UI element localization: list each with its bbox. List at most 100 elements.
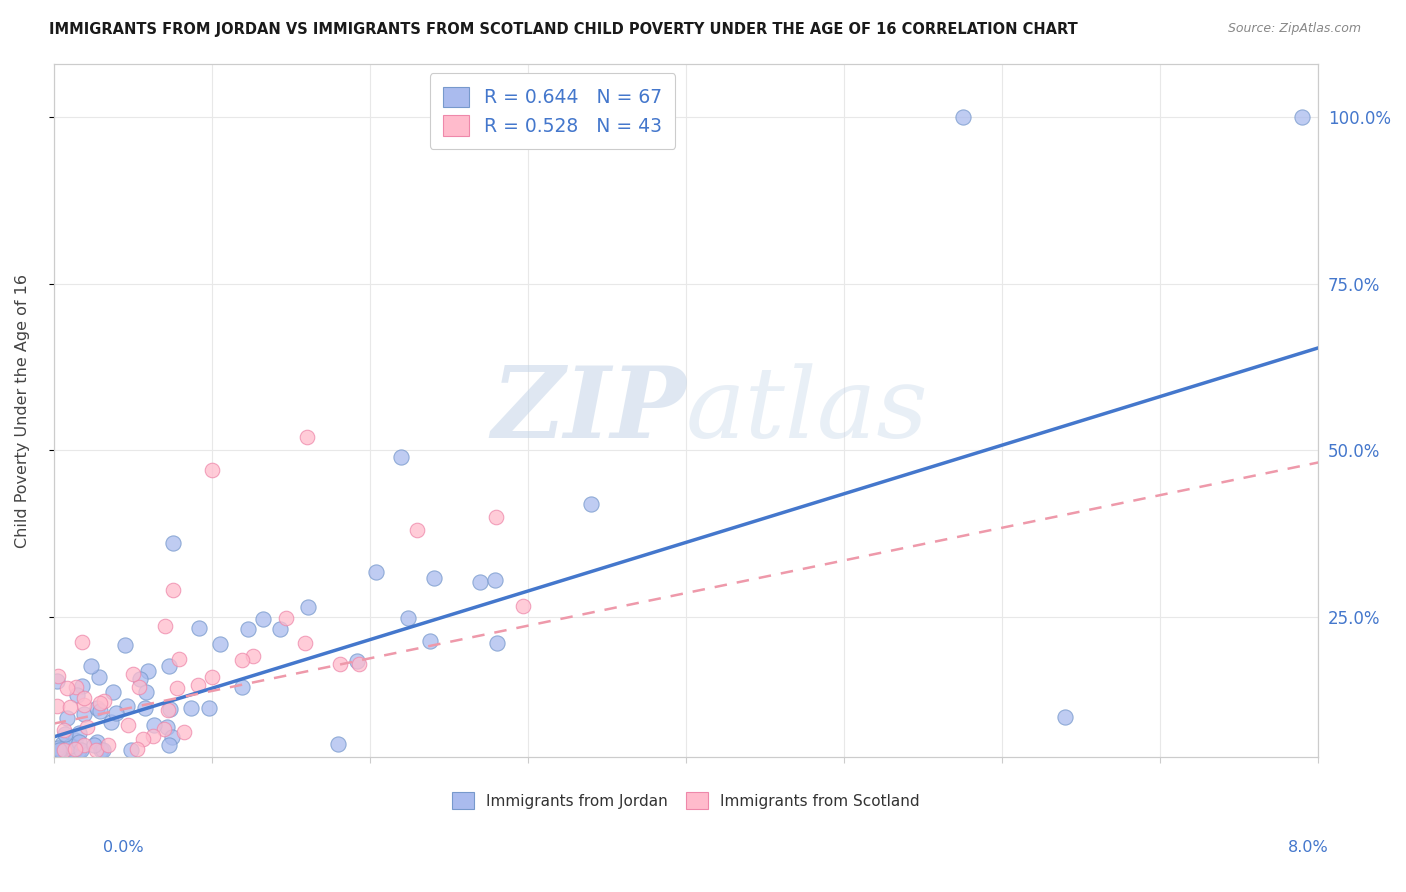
Point <box>153 723 176 737</box>
Point <box>468 575 491 590</box>
Point <box>73 698 96 713</box>
Point <box>72 738 94 752</box>
Point <box>1291 111 1313 125</box>
Point <box>89 670 111 684</box>
Point <box>80 659 103 673</box>
Point <box>53 727 76 741</box>
Point <box>76 720 98 734</box>
Point <box>485 635 508 649</box>
Point <box>160 731 183 745</box>
Point <box>406 524 429 538</box>
Text: ZIP: ZIP <box>491 362 686 458</box>
Text: atlas: atlas <box>686 363 929 458</box>
Point <box>141 729 163 743</box>
Point <box>294 636 316 650</box>
Point <box>297 600 319 615</box>
Point <box>346 654 368 668</box>
Point <box>59 739 82 754</box>
Y-axis label: Child Poverty Under the Age of 16: Child Poverty Under the Age of 16 <box>15 274 30 548</box>
Point <box>51 737 73 751</box>
Point <box>295 430 318 444</box>
Point <box>70 679 93 693</box>
Point <box>157 659 180 673</box>
Point <box>70 743 93 757</box>
Point <box>274 610 297 624</box>
Point <box>93 694 115 708</box>
Point <box>45 699 67 714</box>
Point <box>157 703 180 717</box>
Point <box>328 737 350 751</box>
Point <box>142 717 165 731</box>
Point <box>63 733 86 747</box>
Point <box>187 677 209 691</box>
Point <box>86 700 108 714</box>
Point <box>162 536 184 550</box>
Point <box>156 720 179 734</box>
Point <box>1054 710 1077 724</box>
Text: IMMIGRANTS FROM JORDAN VS IMMIGRANTS FROM SCOTLAND CHILD POVERTY UNDER THE AGE O: IMMIGRANTS FROM JORDAN VS IMMIGRANTS FRO… <box>49 22 1078 37</box>
Point <box>63 742 86 756</box>
Point <box>180 701 202 715</box>
Point <box>62 743 84 757</box>
Point <box>73 691 96 706</box>
Point <box>209 637 232 651</box>
Point <box>153 619 176 633</box>
Point <box>423 571 446 585</box>
Point <box>579 497 602 511</box>
Point <box>86 735 108 749</box>
Point <box>63 743 86 757</box>
Text: Source: ZipAtlas.com: Source: ZipAtlas.com <box>1227 22 1361 36</box>
Point <box>86 743 108 757</box>
Point <box>128 680 150 694</box>
Point <box>419 634 441 648</box>
Point <box>132 732 155 747</box>
Point <box>114 638 136 652</box>
Point <box>120 743 142 757</box>
Point <box>512 599 534 613</box>
Point <box>134 701 156 715</box>
Point <box>48 743 70 757</box>
Point <box>236 622 259 636</box>
Point <box>173 725 195 739</box>
Point <box>167 652 190 666</box>
Point <box>101 684 124 698</box>
Point <box>125 742 148 756</box>
Point <box>485 510 508 524</box>
Legend: Immigrants from Jordan, Immigrants from Scotland: Immigrants from Jordan, Immigrants from … <box>446 786 925 815</box>
Point <box>69 735 91 749</box>
Point <box>364 566 387 580</box>
Point <box>396 611 419 625</box>
Point <box>389 450 412 464</box>
Point <box>65 681 87 695</box>
Point <box>157 739 180 753</box>
Point <box>329 657 352 671</box>
Point <box>73 706 96 721</box>
Point <box>59 699 82 714</box>
Point <box>201 463 224 477</box>
Point <box>53 723 76 738</box>
Point <box>136 664 159 678</box>
Point <box>46 740 69 755</box>
Point <box>484 573 506 587</box>
Text: 8.0%: 8.0% <box>1288 840 1329 855</box>
Point <box>67 725 90 739</box>
Point <box>115 699 138 714</box>
Point <box>231 680 253 694</box>
Point <box>166 681 188 695</box>
Point <box>89 704 111 718</box>
Point <box>159 702 181 716</box>
Point <box>48 743 70 757</box>
Point <box>201 670 224 684</box>
Point <box>66 688 89 702</box>
Point <box>117 718 139 732</box>
Point <box>83 738 105 752</box>
Point <box>67 743 90 757</box>
Point <box>231 653 253 667</box>
Point <box>53 743 76 757</box>
Point <box>97 738 120 752</box>
Point <box>252 612 274 626</box>
Point <box>55 711 77 725</box>
Point <box>122 667 145 681</box>
Point <box>45 673 67 688</box>
Point <box>952 111 974 125</box>
